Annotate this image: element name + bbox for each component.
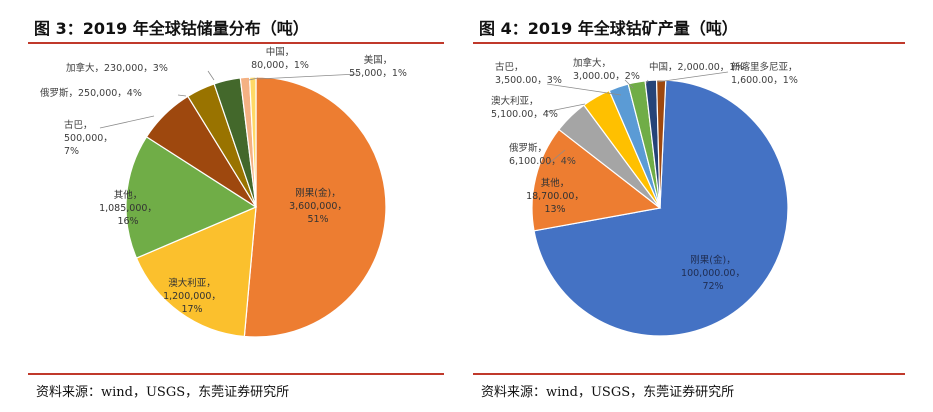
source-note: 资料来源：wind，USGS，东莞证券研究所 <box>36 385 290 400</box>
data-label: 加拿大， 3,000.00，2% <box>573 57 640 82</box>
leader-line <box>248 77 259 81</box>
pie-slice-3 <box>125 136 258 259</box>
pie-slice-2 <box>135 206 257 338</box>
data-label: 澳大利亚， 1,200,000， 17% <box>163 277 221 315</box>
data-label: 澳大利亚， 5,100.00，4% <box>491 95 558 120</box>
source-rule <box>473 373 905 375</box>
data-label: 中国， 80,000，1% <box>251 46 309 71</box>
data-label: 古巴， 3,500.00，3% <box>495 61 562 86</box>
leader-line <box>177 94 187 97</box>
title-rule <box>473 42 905 44</box>
data-label: 俄罗斯，250,000，4% <box>40 87 142 99</box>
data-label: 新喀里多尼亚， 1,600.00，1% <box>731 61 798 86</box>
data-label: 其他， 1,085,000， 16% <box>99 189 157 227</box>
leader-line <box>624 79 634 89</box>
leader-line <box>207 70 215 81</box>
reserves-chart-panel: 图 3：2019 年全球钴储量分布（吨） 刚果(金)， 3,600,000， 51%… <box>28 0 444 412</box>
production-pie-chart: 刚果(金)， 100,000.00， 72% 其他， 18,700.00， 13% 俄罗斯，… <box>491 57 798 337</box>
leader-line <box>546 83 622 96</box>
data-label: 其他， 18,700.00， 13% <box>526 177 584 215</box>
pie-slice-1 <box>243 76 387 338</box>
data-label: 古巴， 500,000， 7% <box>64 119 113 157</box>
leader-line <box>544 103 586 113</box>
data-label: 刚果(金)， 100,000.00， 72% <box>681 254 745 292</box>
leader-line <box>546 149 566 166</box>
chart-title: 图 4：2019 年全球钴矿产量（吨） <box>479 19 738 38</box>
chart-title: 图 3：2019 年全球钴储量分布（吨） <box>34 19 309 38</box>
source-rule <box>28 373 444 375</box>
title-rule <box>28 42 444 44</box>
leader-line <box>645 79 649 85</box>
pie-slice-8 <box>655 79 667 209</box>
reserves-pie-chart: 刚果(金)， 3,600,000， 51% 澳大利亚， 1,200,000， 17% 其他，… <box>40 46 407 338</box>
pie-slice-2 <box>531 128 662 232</box>
leader-line <box>656 71 729 83</box>
pie-slice-8 <box>248 76 257 208</box>
leader-line <box>257 73 359 80</box>
data-label: 俄罗斯， 6,100.00，4% <box>509 142 576 167</box>
source-note: 资料来源：wind，USGS，东莞证券研究所 <box>481 385 735 400</box>
production-chart-panel: 图 4：2019 年全球钴矿产量（吨） 刚果(金)， 100,000.00， 72%… <box>473 0 905 412</box>
data-label: 加拿大，230,000，3% <box>66 62 168 74</box>
data-label: 中国，2,000.00，1% <box>649 61 744 73</box>
data-label: 美国， 55,000，1% <box>349 54 407 79</box>
leader-line <box>99 115 155 129</box>
data-label: 刚果(金)， 3,600,000， 51% <box>289 187 347 225</box>
